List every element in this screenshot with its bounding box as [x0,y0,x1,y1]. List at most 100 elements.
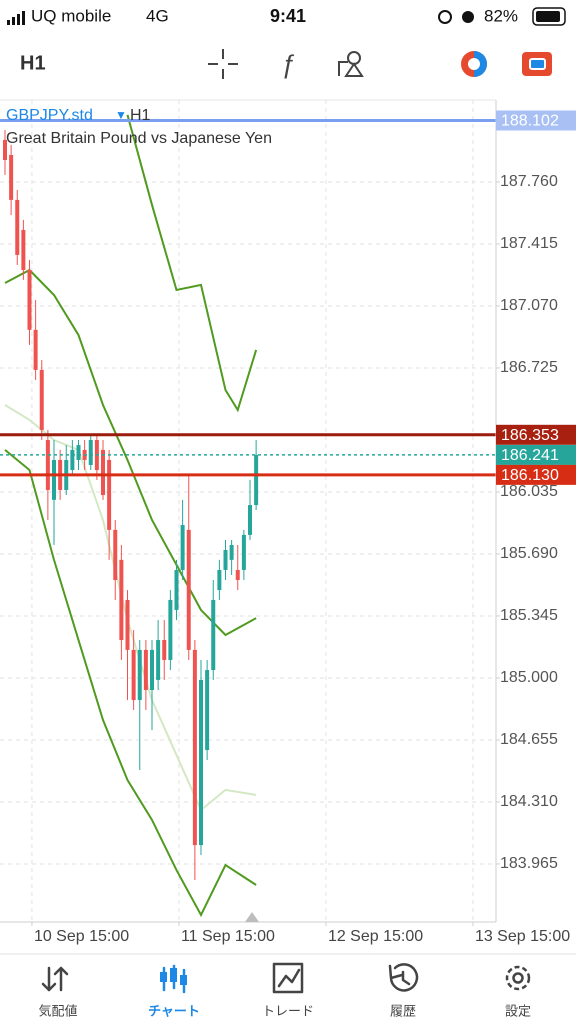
candle-body [119,559,124,641]
candle-body [198,679,203,846]
network: 4G [146,6,169,25]
tab-label[interactable]: 履歴 [390,1003,416,1018]
candle-body [143,649,148,690]
candle-body [45,440,50,490]
x-tick-label: 11 Sep 15:00 [181,928,275,945]
candle-body [27,270,32,330]
current-bar-marker [245,912,259,922]
candle-body [223,549,228,570]
symbol[interactable]: GBPJPY.std [6,107,93,124]
tab-label[interactable]: チャート [148,1003,200,1018]
candle-body [88,440,93,465]
battery-percent: 82% [484,6,518,25]
y-tick-label: 187.415 [500,235,558,252]
battery-icon [532,7,566,26]
candle-body [137,649,142,701]
candle-body [70,449,75,471]
tab-icon [170,968,177,982]
candle-body [174,569,179,611]
price-label: 186.353 [501,427,559,444]
signal-bar [22,11,25,25]
price-label: 186.130 [501,467,559,484]
y-tick-label: 185.000 [500,669,558,686]
clock: 9:41 [270,6,306,26]
symbol-dropdown[interactable]: ▼ [115,108,127,122]
candle-body [100,449,105,496]
status-bar: UQ mobile 4G 9:41 82% [7,6,566,26]
candle-body [156,640,161,680]
tab-icon [41,962,531,994]
alarm-icon [462,11,474,23]
timeframe-button[interactable]: H1 [20,52,46,74]
candle-body [15,199,20,255]
indicator-line [4,449,257,918]
candle-body [113,529,118,581]
objects-button[interactable] [338,51,364,77]
price-label-box [496,444,576,465]
y-tick-label: 185.690 [500,545,558,562]
tab-label[interactable]: トレード [262,1003,314,1018]
symbol-description: Great Britain Pound vs Japanese Yen [6,130,272,147]
candle-body [186,529,191,650]
battery-level [536,11,560,22]
tab-label[interactable]: 気配値 [38,1003,77,1018]
signal-bar [12,17,15,25]
candle-body [235,569,240,581]
tab-label[interactable]: 設定 [505,1003,531,1018]
price-label: 186.241 [501,447,559,464]
candle-body [9,154,14,200]
indicator-button[interactable]: ƒ [281,49,295,79]
y-tick-label: 186.035 [500,483,558,500]
tab-icon [388,963,419,992]
candle-body [247,505,252,535]
candle-body [211,599,216,671]
price-label-box [496,110,576,131]
axes: 187.760 187.415 187.070 186.725 186.035 185.6… [31,110,576,945]
tab-icon [180,975,187,985]
candle-body [39,369,44,430]
lock-icon [438,10,452,24]
candle-body [107,459,112,530]
signal-bar [17,14,20,25]
candle-body [2,139,7,161]
candle-body [51,459,56,500]
toolbar: H1 ƒ [20,49,552,79]
candle-body [149,649,154,690]
tab-icon [512,972,524,984]
y-tick-label: 186.725 [500,359,558,376]
plot-area [0,100,496,922]
one-click-button[interactable] [522,52,552,76]
indicator-line [4,268,257,637]
carrier: UQ mobile [31,6,111,25]
candle-body [162,640,167,660]
y-tick-label: 185.345 [500,607,558,624]
candle-body [21,229,26,271]
crosshair-button[interactable] [208,49,238,79]
price-label-box [496,464,576,485]
candle-body [33,329,38,370]
trade-button[interactable] [461,51,487,77]
y-tick-label: 187.070 [500,297,558,314]
y-tick-label: 184.655 [500,731,558,748]
x-tick-label: 12 Sep 15:00 [328,928,423,945]
price-label: 188.102 [501,113,559,130]
tab-bar: 気配値 チャート トレード 履歴 設定 [38,962,531,1018]
candle-body [180,525,185,570]
candle-body [254,454,259,506]
indicator-line [126,114,258,413]
x-tick-label: 10 Sep 15:00 [34,928,129,945]
chart-header: GBPJPY.std ▼ H1 Great Britain Pound vs J… [6,107,272,147]
price-label-box [496,424,576,445]
candle-body [76,445,81,460]
candle-body [192,649,197,846]
candle-body [241,534,246,570]
candle-body [217,569,222,591]
chart-timeframe: H1 [130,107,151,124]
tab-icon [160,972,167,982]
candle-body [125,599,130,650]
signal-bar [7,20,10,25]
candle-body [131,649,136,701]
tab-icon [272,962,304,994]
